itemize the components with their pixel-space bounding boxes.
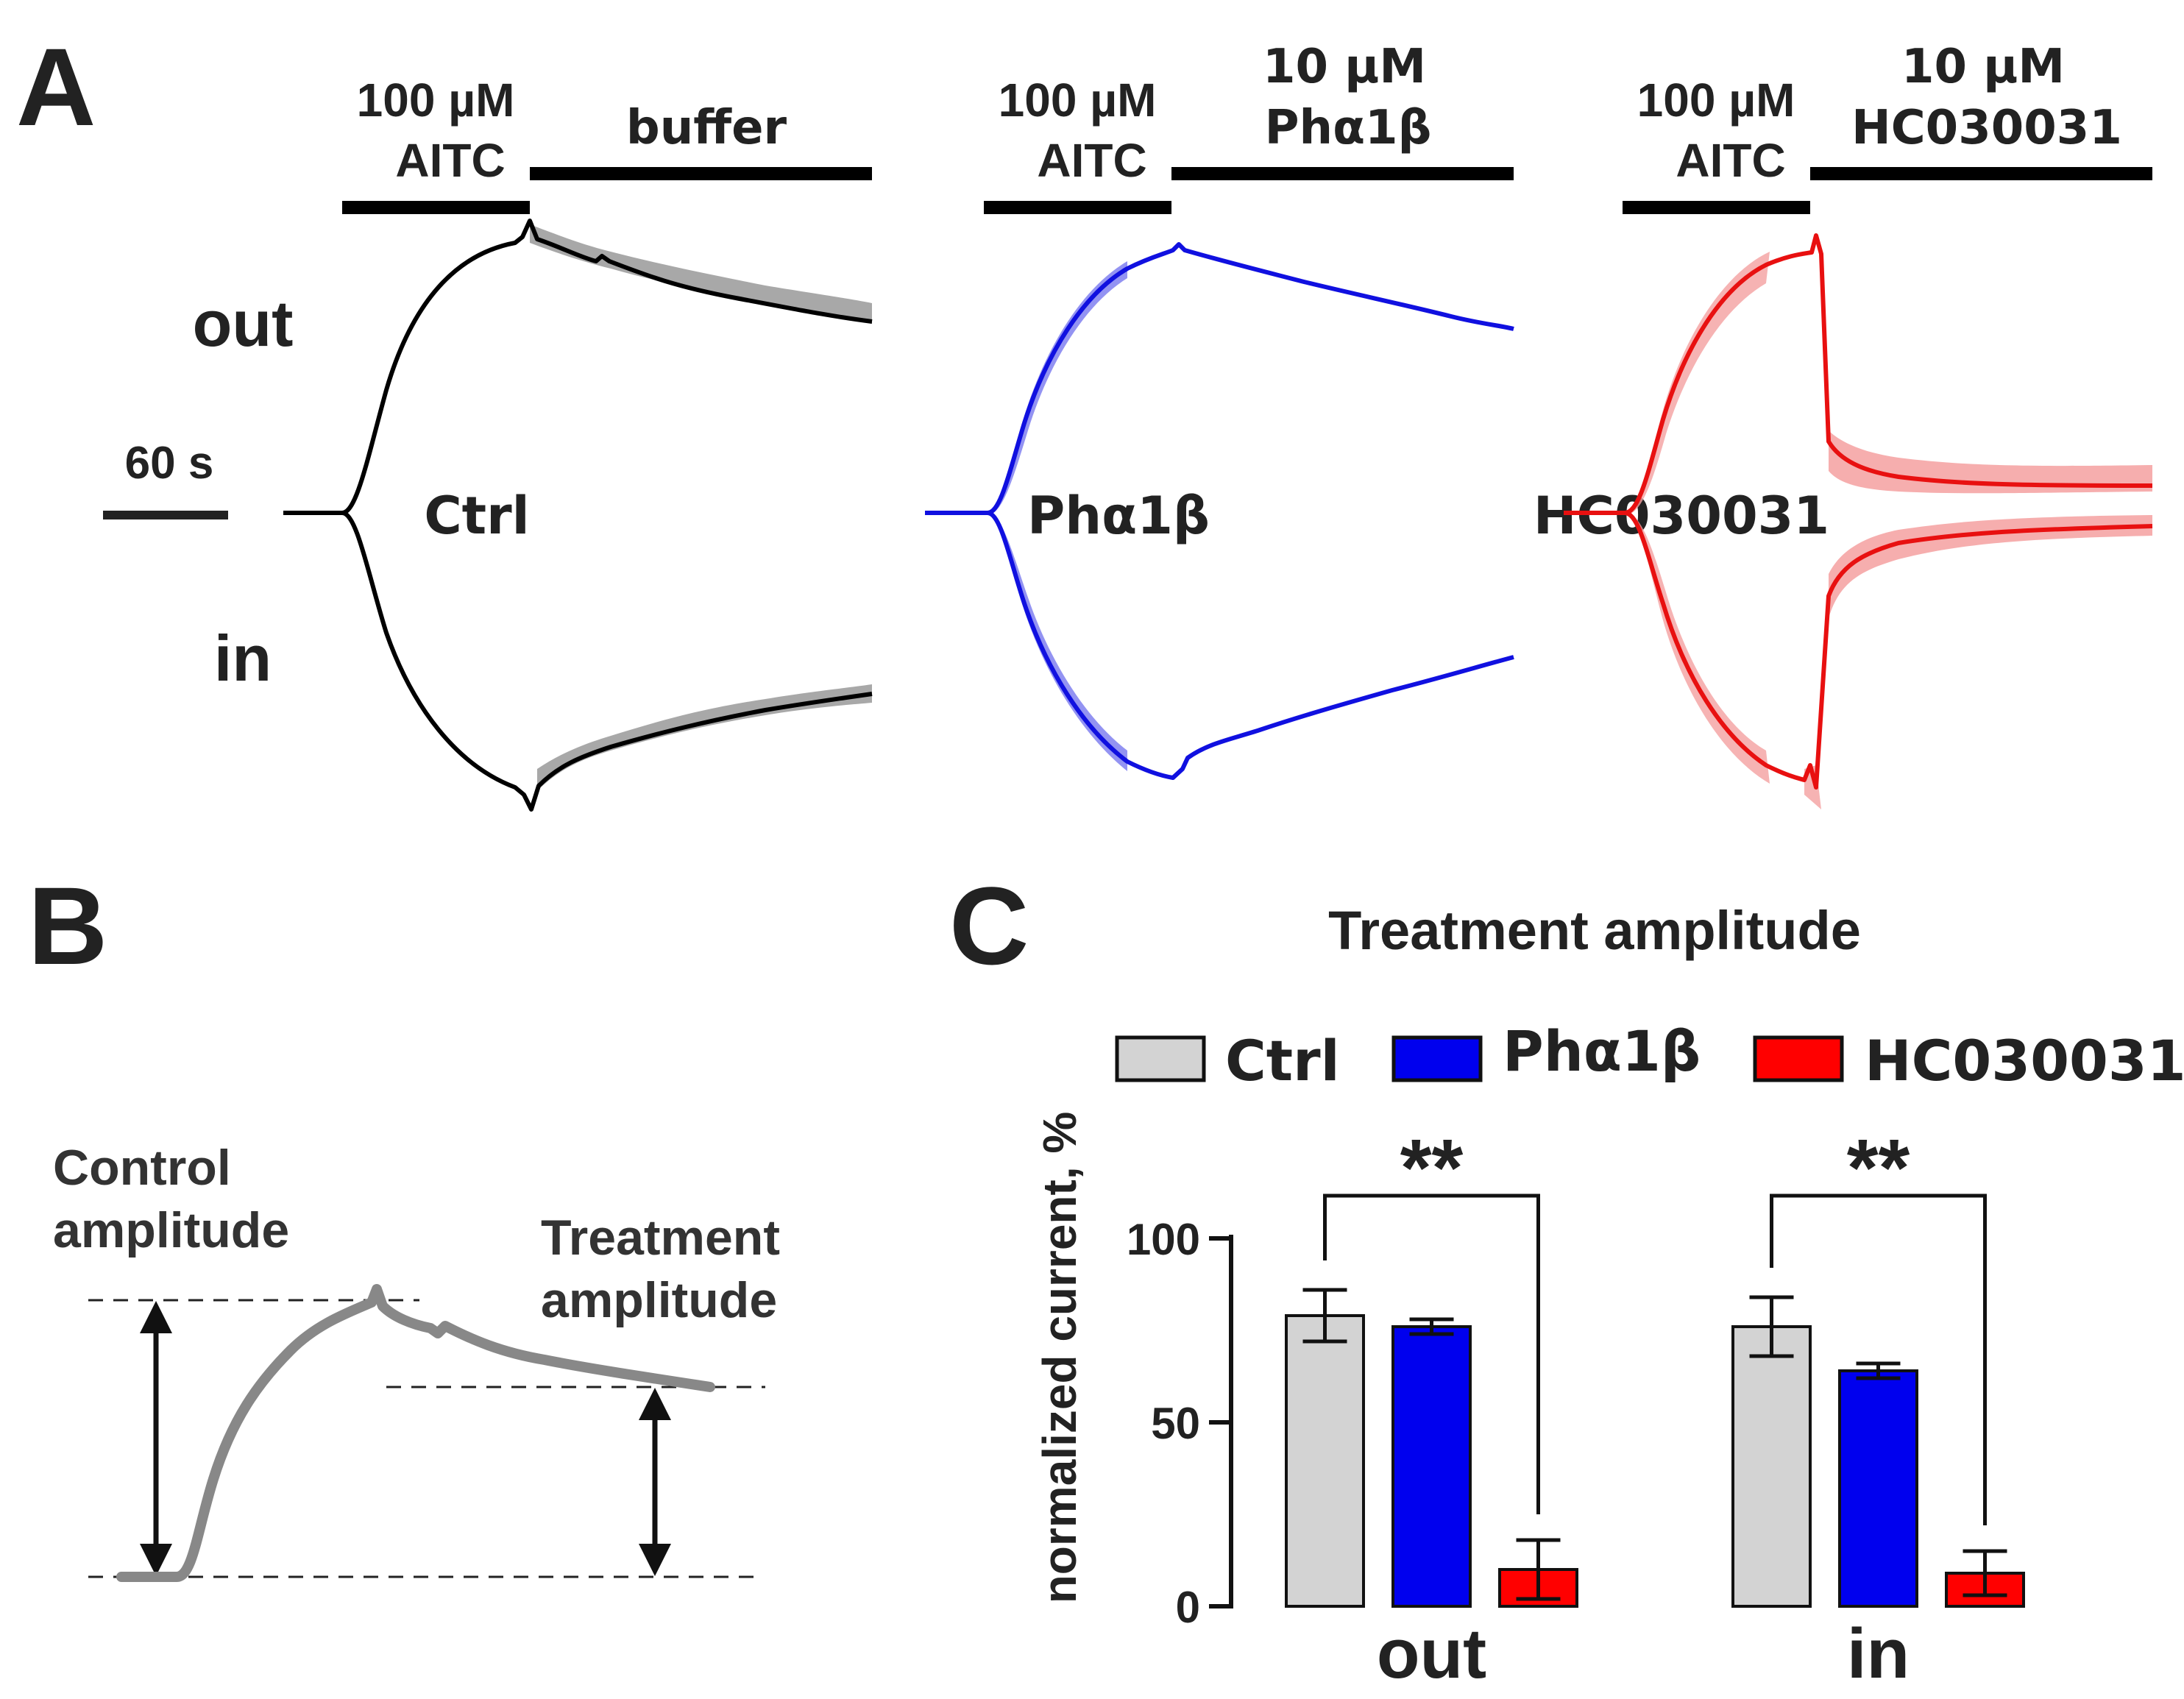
trace-group-pha1b: 100 µM AITC 10 µM Phα1β Phα1β [925, 40, 1514, 780]
trace-group-ctrl: 100 µM AITC buffer Ctrl [283, 74, 873, 812]
aitc-label-line1: 100 µM [999, 74, 1157, 127]
control-amplitude-label-line2: amplitude [53, 1202, 289, 1258]
significance-bracket-in [1770, 1193, 1987, 1525]
trace-name-label: Ctrl [424, 486, 529, 546]
aitc-label-line1: 100 µM [1637, 74, 1795, 127]
bar-chart-area: 0 50 100 out in ** ** [1127, 1123, 2025, 1693]
inward-current-trace [283, 511, 873, 812]
outward-current-trace [1564, 233, 2153, 515]
significance-stars-in: ** [1847, 1123, 1910, 1213]
treatment-label-line1: 10 µM [1901, 40, 2065, 94]
panel-c-letter: C [949, 864, 1029, 987]
error-bar-in-hc030031 [1963, 1549, 2007, 1597]
bar-in-ctrl [1731, 1325, 1812, 1608]
legend-label-pha1b: Phα1β [1503, 1018, 1701, 1084]
y-axis-label: normalized current, % [1033, 1112, 1086, 1604]
trace-group-hc030031: 100 µM AITC 10 µM HC030031 HC030031 [1534, 40, 2153, 809]
panel-b-letter: B [28, 864, 107, 987]
aitc-label-line1: 100 µM [357, 74, 515, 127]
chart-legend: Ctrl Phα1β HC030031 [1115, 1018, 2184, 1093]
bar-out-pha1b [1391, 1325, 1472, 1608]
treatment-label-line2: buffer [626, 101, 787, 155]
legend-label-hc030031: HC030031 [1865, 1028, 2184, 1093]
x-category-label-in: in [1847, 1614, 1910, 1693]
trace-name-label: Phα1β [1027, 486, 1210, 546]
bar-in-pha1b [1838, 1369, 1918, 1608]
aitc-label-line2: AITC [395, 134, 505, 187]
outward-current-trace [925, 242, 1514, 515]
inward-current-trace [925, 511, 1514, 780]
control-amplitude-label-line1: Control [53, 1140, 231, 1196]
sem-band-inward [537, 684, 872, 791]
sem-band-inward [988, 513, 1127, 771]
sem-band-outward [530, 224, 872, 324]
outward-current-trace [283, 219, 873, 515]
sem-band-rise-out [1625, 252, 1770, 515]
treatment-amplitude-arrow [639, 1388, 671, 1576]
bar-out-ctrl [1285, 1314, 1365, 1608]
legend-label-ctrl: Ctrl [1225, 1028, 1340, 1093]
chart-title: Treatment amplitude [1328, 900, 1861, 961]
aitc-label-line2: AITC [1676, 134, 1785, 187]
legend-swatch-pha1b [1391, 1035, 1483, 1082]
significance-bracket-out [1323, 1193, 1540, 1514]
out-label: out [193, 287, 294, 360]
legend-swatch-hc030031 [1753, 1035, 1844, 1082]
y-tick-label-50: 50 [1151, 1399, 1200, 1448]
x-category-label-out: out [1377, 1614, 1486, 1693]
treatment-amplitude-label-line1: Treatment [541, 1210, 780, 1266]
sem-band-inward [1829, 515, 2152, 618]
inward-current-trace [1564, 511, 2153, 790]
sem-band-outward [988, 261, 1127, 515]
in-label: in [214, 622, 272, 695]
legend-swatch-ctrl [1115, 1035, 1206, 1082]
treatment-label-line2: Phα1β [1265, 101, 1432, 155]
current-traces: 100 µM AITC buffer Ctrl 100 µM AITC 10 µM Phα1β… [283, 40, 2153, 812]
treatment-amplitude-label-line2: amplitude [541, 1272, 777, 1328]
y-tick-label-100: 100 [1127, 1215, 1200, 1264]
error-bar-in-ctrl [1749, 1295, 1794, 1358]
error-bar-in-pha1b [1856, 1361, 1901, 1380]
trace-name-label: HC030031 [1534, 486, 1829, 546]
control-amplitude-arrow [140, 1301, 172, 1576]
error-bar-out-hc030031 [1516, 1538, 1561, 1601]
scale-bar-label: 60 s [125, 438, 214, 489]
treatment-label-line2: HC030031 [1851, 101, 2122, 155]
error-bar-out-ctrl [1302, 1288, 1347, 1344]
sem-band-rise-in [1625, 513, 1770, 784]
aitc-label-line2: AITC [1037, 134, 1146, 187]
panel-a-letter: A [16, 25, 96, 149]
significance-stars-out: ** [1400, 1123, 1464, 1213]
treatment-label-line1: 10 µM [1263, 40, 1426, 94]
schematic-current-trace [116, 1284, 715, 1582]
error-bar-out-pha1b [1409, 1317, 1454, 1336]
y-tick-label-0: 0 [1176, 1583, 1200, 1632]
